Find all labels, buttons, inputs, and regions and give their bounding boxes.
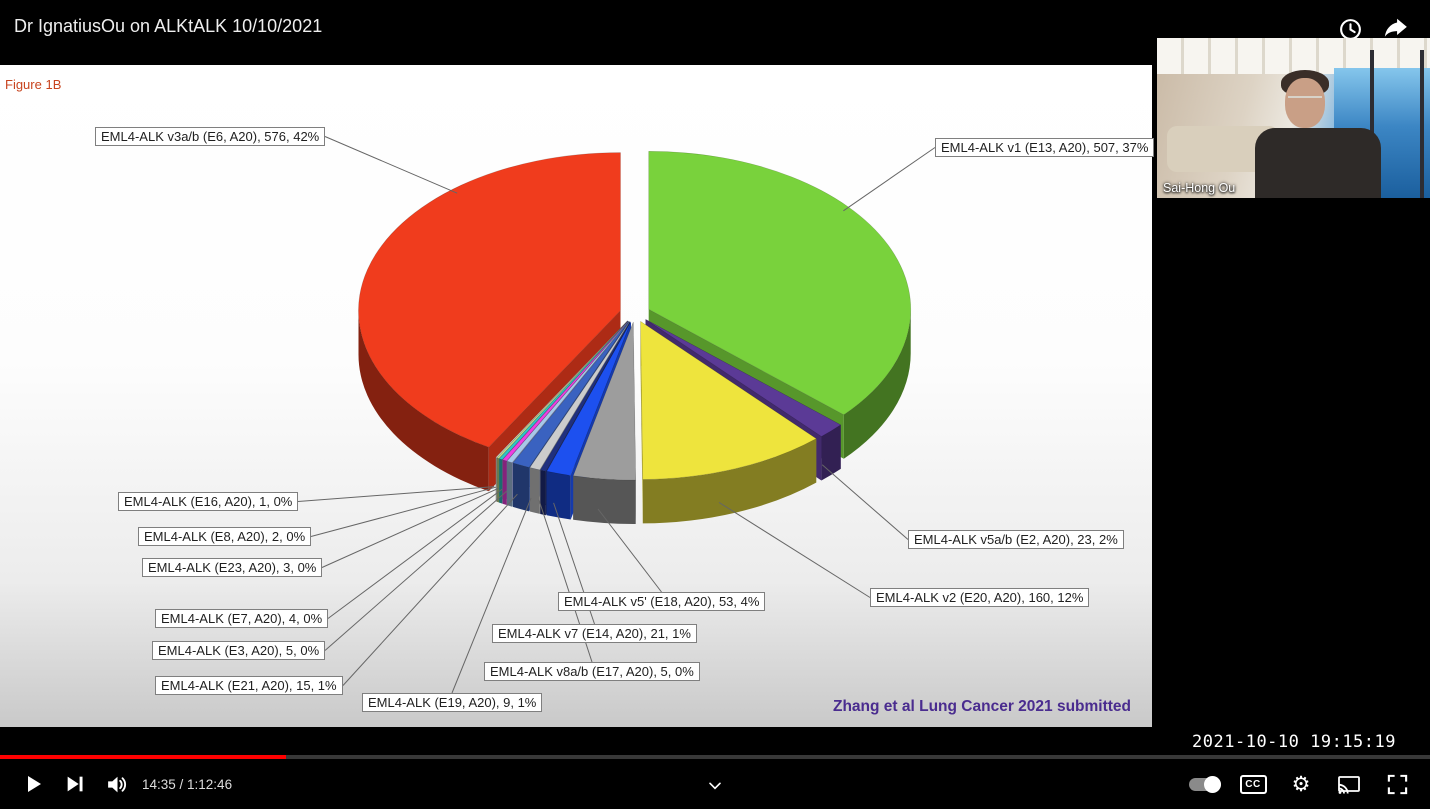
progress-bar[interactable] bbox=[0, 755, 1430, 759]
callout-leader-line bbox=[310, 486, 497, 537]
settings-gear-icon[interactable]: ⚙ bbox=[1291, 772, 1311, 796]
callout-leader-line bbox=[342, 493, 518, 686]
slice-callout-label: EML4-ALK v1 (E13, A20), 507, 37% bbox=[935, 138, 1155, 157]
pie-slice bbox=[546, 321, 632, 476]
webcam-overlay: Sai-Hong Ou bbox=[1157, 38, 1430, 198]
pie-slice-side bbox=[640, 321, 643, 524]
collapse-chevron-icon[interactable] bbox=[695, 767, 735, 803]
closed-captions-button[interactable]: CC bbox=[1232, 764, 1274, 804]
callout-leader-line bbox=[718, 501, 871, 598]
share-arrow-icon[interactable] bbox=[1382, 15, 1410, 43]
speaker-body bbox=[1255, 128, 1381, 198]
slice-callout-label: EML4-ALK (E19, A20), 9, 1% bbox=[362, 693, 543, 712]
pie-slice bbox=[358, 152, 621, 448]
window-frame bbox=[1420, 50, 1424, 198]
callout-leader-line bbox=[843, 147, 936, 212]
time-display: 14:35 / 1:12:46 bbox=[142, 776, 233, 792]
volume-icon[interactable] bbox=[96, 764, 138, 804]
slice-callout-label: EML4-ALK (E16, A20), 1, 0% bbox=[118, 492, 299, 511]
pie-slice-side bbox=[499, 458, 503, 504]
pie-chart bbox=[297, 136, 936, 694]
callout-leader-line bbox=[324, 136, 458, 194]
speaker-glasses bbox=[1288, 96, 1322, 104]
callout-leader-line bbox=[321, 487, 499, 568]
callout-leader-line bbox=[451, 497, 532, 694]
pie-slice bbox=[506, 320, 629, 464]
pie-slice-side bbox=[512, 462, 530, 512]
pie-slice bbox=[529, 321, 630, 471]
window-frame bbox=[1370, 50, 1374, 198]
slice-callout-label: EML4-ALK v2 (E20, A20), 160, 12% bbox=[870, 588, 1090, 607]
pie-slice-side bbox=[495, 457, 497, 502]
control-row: 14:35 / 1:12:46 CC ⚙ bbox=[0, 759, 1430, 809]
pie-slice bbox=[495, 320, 628, 459]
slice-callout-label: EML4-ALK (E7, A20), 4, 0% bbox=[155, 609, 329, 628]
pie-slice bbox=[645, 319, 842, 437]
slice-callout-label: EML4-ALK (E23, A20), 3, 0% bbox=[142, 558, 323, 577]
pie-slice-side bbox=[529, 467, 540, 514]
pie-slice bbox=[640, 320, 817, 480]
pie-slice bbox=[539, 321, 631, 472]
pie-slice-side bbox=[496, 457, 499, 503]
callout-leader-line bbox=[324, 490, 508, 651]
slice-callout-label: EML4-ALK v8a/b (E17, A20), 5, 0% bbox=[484, 662, 700, 681]
speaker-face bbox=[1285, 78, 1325, 128]
pie-slice-side bbox=[506, 461, 513, 507]
play-button[interactable] bbox=[12, 764, 54, 804]
slice-callout-label: EML4-ALK (E21, A20), 15, 1% bbox=[155, 676, 343, 695]
pie-slice bbox=[512, 321, 630, 468]
pie-slice-side bbox=[843, 309, 911, 459]
slice-callout-label: EML4-ALK v3a/b (E6, A20), 576, 42% bbox=[95, 127, 326, 146]
slice-callout-label: EML4-ALK v5a/b (E2, A20), 23, 2% bbox=[908, 530, 1124, 549]
video-title[interactable]: Dr IgnatiusOu on ALKtALK 10/10/2021 bbox=[14, 16, 323, 36]
pie-slice bbox=[572, 321, 637, 481]
pie-slice-side bbox=[821, 424, 841, 481]
pie-slice-side bbox=[540, 470, 546, 516]
slice-callout-label: EML4-ALK v5' (E18, A20), 53, 4% bbox=[558, 592, 766, 611]
autoplay-toggle[interactable] bbox=[1184, 764, 1226, 804]
pie-slice-side bbox=[642, 438, 817, 524]
callout-leader-line bbox=[297, 486, 495, 502]
figure-label: Figure 1B bbox=[5, 77, 62, 92]
player-controls: 14:35 / 1:12:46 CC ⚙ bbox=[0, 755, 1430, 809]
slice-callout-label: EML4-ALK v7 (E14, A20), 21, 1% bbox=[492, 624, 697, 643]
citation-text: Zhang et al Lung Cancer 2021 submitted bbox=[833, 698, 1132, 715]
pie-slice-side bbox=[546, 471, 571, 520]
pie-slice-side bbox=[502, 459, 507, 505]
pie-slice-side bbox=[358, 310, 489, 492]
speaker-name-label: Sai-Hong Ou bbox=[1163, 181, 1236, 195]
right-controls: CC ⚙ bbox=[1184, 764, 1418, 804]
pie-slice bbox=[498, 320, 628, 460]
progress-played bbox=[0, 755, 286, 759]
pie-slice bbox=[501, 320, 629, 462]
pie-slice bbox=[648, 150, 912, 416]
pie-slice bbox=[496, 320, 628, 459]
slice-callout-label: EML4-ALK (E8, A20), 2, 0% bbox=[138, 527, 312, 546]
presentation-slide: Figure 1B Zhang et al Lung Cancer 2021 s… bbox=[0, 65, 1155, 727]
callout-leader-line bbox=[821, 464, 909, 540]
pie-slice-side bbox=[573, 475, 636, 525]
recording-timestamp: 2021-10-10 19:15:19 bbox=[1192, 732, 1396, 752]
cast-icon[interactable] bbox=[1328, 764, 1370, 804]
callout-leader-line bbox=[597, 508, 662, 593]
slice-callout-label: EML4-ALK (E3, A20), 5, 0% bbox=[152, 641, 326, 660]
callout-leader-line bbox=[327, 488, 503, 619]
fullscreen-button[interactable] bbox=[1376, 764, 1418, 804]
next-button[interactable] bbox=[54, 764, 96, 804]
